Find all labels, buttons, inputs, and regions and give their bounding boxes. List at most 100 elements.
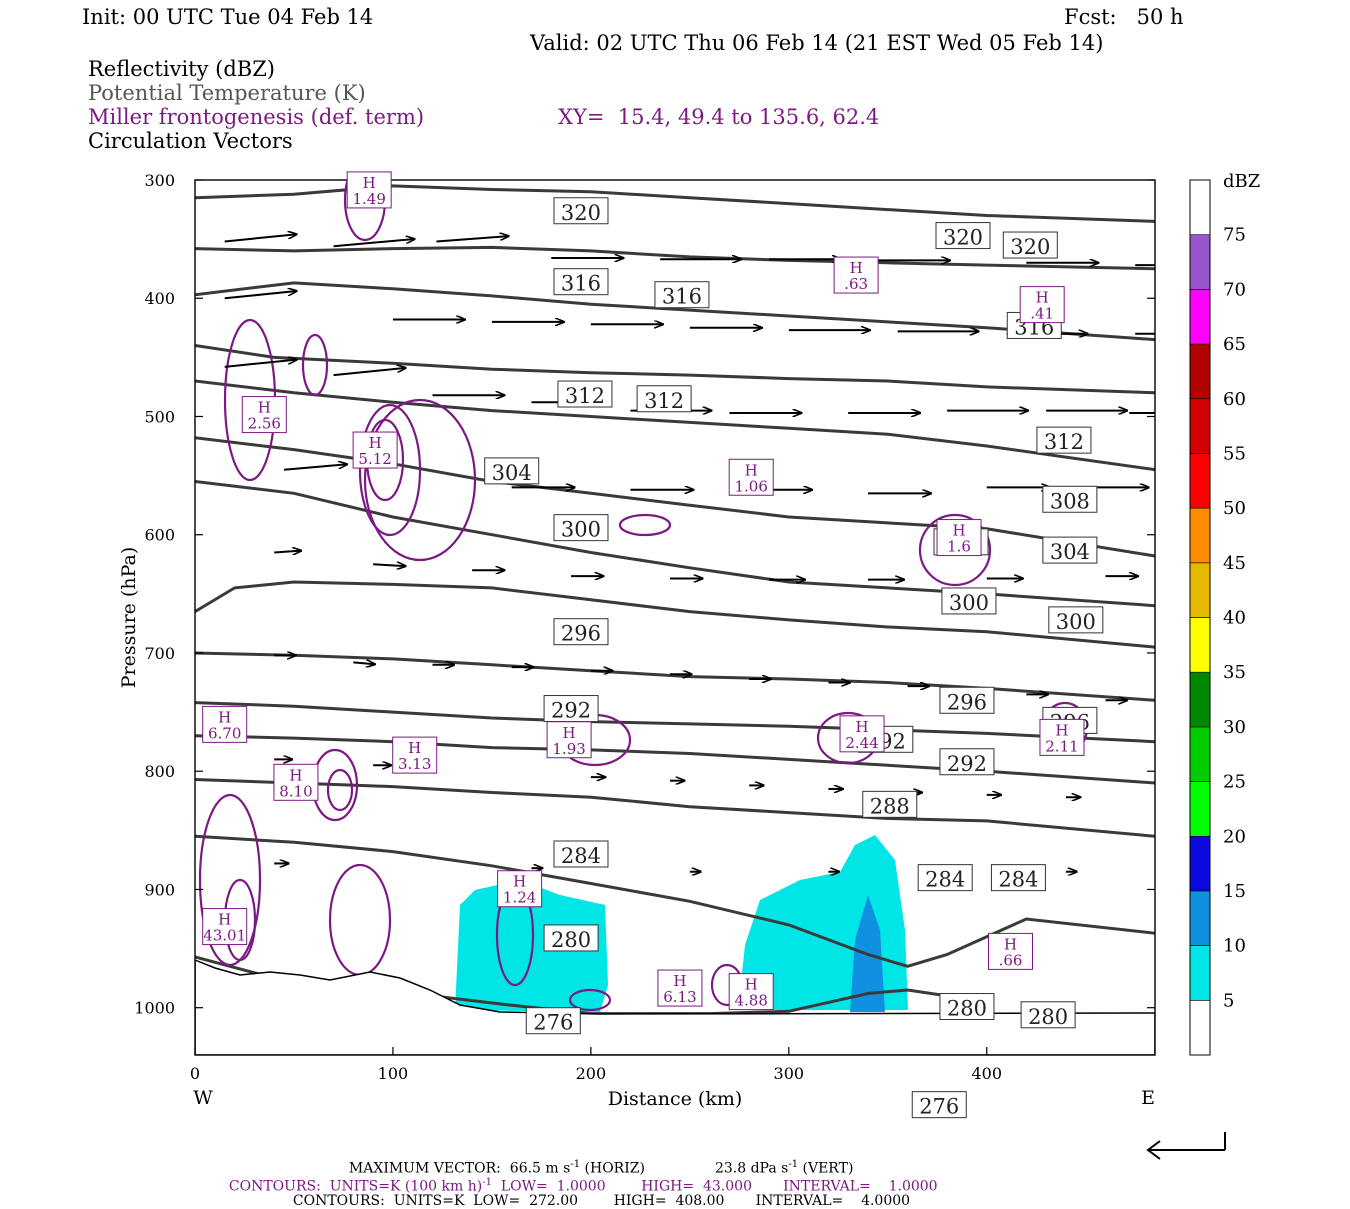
footer-contours-fronto: CONTOURS: UNITS=K (100 km h)-1 LOW= 1.00… xyxy=(228,1177,938,1195)
fronto-max-marker: H xyxy=(218,708,231,726)
theta-label: 296 xyxy=(947,690,987,714)
frontogenesis-contour xyxy=(363,398,477,562)
colorbar-tick-label: 20 xyxy=(1223,826,1246,847)
legend-vectors: Circulation Vectors xyxy=(88,129,293,153)
frontogenesis-contour xyxy=(326,768,354,812)
theta-contour xyxy=(195,379,1155,472)
theta-label: 308 xyxy=(1050,489,1090,513)
theta-label: 276 xyxy=(919,1095,959,1119)
colorbar-swatch xyxy=(1189,835,1211,892)
x-axis-right-label: E xyxy=(1141,1087,1155,1109)
fronto-max-marker: H xyxy=(289,766,302,784)
fronto-max-box xyxy=(936,519,982,557)
fronto-max-box xyxy=(202,705,248,743)
theta-contour xyxy=(195,281,1155,342)
colorbar-swatch xyxy=(1189,890,1211,946)
theta-label: 292 xyxy=(947,752,987,776)
colorbar-unit: dBZ xyxy=(1223,171,1260,192)
y-axis-title: Pressure (hPa) xyxy=(118,547,140,689)
circulation-vector xyxy=(283,464,347,471)
theta-label: 300 xyxy=(561,518,601,542)
theta-label: 280 xyxy=(1028,1005,1068,1029)
fronto-max-value: 1.6 xyxy=(947,538,971,556)
colorbar-tick-label: 5 xyxy=(1223,990,1234,1011)
init-label: Init: 00 UTC Tue 04 Feb 14 xyxy=(82,5,374,29)
plot-frame xyxy=(194,179,1156,1056)
frontogenesis-contour xyxy=(568,988,612,1012)
x-tick-label: 100 xyxy=(378,1064,409,1083)
colorbar-tick-label: 60 xyxy=(1223,389,1246,410)
fronto-max-box xyxy=(392,736,438,774)
fronto-max-marker: H xyxy=(513,873,526,891)
fronto-max-value: 6.70 xyxy=(208,724,241,742)
fronto-max-value: .63 xyxy=(844,275,868,293)
colorbar-swatch xyxy=(1189,781,1211,837)
frontogenesis-contour xyxy=(918,513,992,587)
theta-label: 284 xyxy=(561,844,601,868)
y-tick-label: 400 xyxy=(144,289,175,308)
colorbar-tick-label: 15 xyxy=(1223,881,1246,902)
theta-label-box xyxy=(484,457,540,485)
fronto-max-value: 6.13 xyxy=(663,988,696,1006)
theta-label-box xyxy=(1048,606,1104,634)
fronto-max-marker: H xyxy=(218,911,231,929)
colorbar-swatch xyxy=(1189,289,1211,345)
y-tick-label: 800 xyxy=(144,762,175,781)
theta-label-box xyxy=(553,840,609,868)
legend-theta: Potential Temperature (K) xyxy=(88,81,366,105)
colorbar-swatch xyxy=(1189,671,1211,728)
fronto-max-marker: H xyxy=(563,724,576,742)
theta-label: 312 xyxy=(1044,430,1084,454)
x-axis-left-label: W xyxy=(193,1087,213,1109)
colorbar-swatch xyxy=(1189,562,1211,618)
theta-label: 296 xyxy=(561,622,601,646)
fronto-max-box xyxy=(728,458,774,496)
colorbar-tick-label: 50 xyxy=(1223,498,1246,519)
theta-label: 280 xyxy=(551,928,591,952)
x-tick-label: 400 xyxy=(971,1064,1002,1083)
frontogenesis-contour xyxy=(328,863,392,977)
theta-label: 304 xyxy=(1050,540,1090,564)
theta-label: 320 xyxy=(561,201,601,225)
theta-label-box xyxy=(911,1091,967,1119)
colorbar-swatch xyxy=(1189,234,1211,290)
colorbar-swatch xyxy=(1189,726,1211,782)
colorbar-swatch xyxy=(1189,507,1211,564)
theta-label-box xyxy=(654,281,710,309)
fronto-max-value: 2.44 xyxy=(845,734,878,752)
fronto-max-value: 1.49 xyxy=(352,190,385,208)
theta-contour xyxy=(195,184,1155,223)
x-tick-label: 0 xyxy=(190,1064,200,1083)
terrain-surface xyxy=(195,959,1155,1055)
fronto-max-marker: H xyxy=(1055,721,1068,739)
colorbar-swatch xyxy=(1189,343,1211,400)
colorbar-tick-label: 65 xyxy=(1223,334,1246,355)
cross-section-endpoints: XY= 15.4, 49.4 to 135.6, 62.4 xyxy=(558,105,880,129)
theta-label-box xyxy=(557,380,613,408)
fronto-max-box xyxy=(546,721,592,759)
colorbar-tick-label: 45 xyxy=(1223,553,1246,574)
theta-label-box xyxy=(1042,536,1098,564)
legend-frontogenesis: Miller frontogenesis (def. term) xyxy=(88,105,425,129)
theta-label-box xyxy=(941,587,997,615)
frontogenesis-contour xyxy=(358,403,422,537)
colorbar-tick-label: 75 xyxy=(1223,225,1246,246)
theta-label-box xyxy=(525,1007,581,1035)
fronto-max-marker: H xyxy=(1036,289,1049,307)
theta-label-box xyxy=(1002,231,1058,259)
colorbar-frame xyxy=(1189,179,1211,1056)
circulation-vector xyxy=(274,551,301,553)
circulation-vector xyxy=(224,234,297,243)
theta-contour xyxy=(195,580,1155,649)
fronto-max-marker: H xyxy=(369,434,382,452)
theta-label-box xyxy=(939,748,995,776)
theta-label: 304 xyxy=(492,461,532,485)
fronto-max-box xyxy=(241,396,287,434)
y-tick-label: 300 xyxy=(144,171,175,190)
fronto-max-value: 8.10 xyxy=(279,782,312,800)
fronto-max-marker: H xyxy=(952,522,965,540)
theta-label-box xyxy=(990,864,1046,892)
theta-label-box xyxy=(917,864,973,892)
theta-contour xyxy=(195,436,1155,558)
